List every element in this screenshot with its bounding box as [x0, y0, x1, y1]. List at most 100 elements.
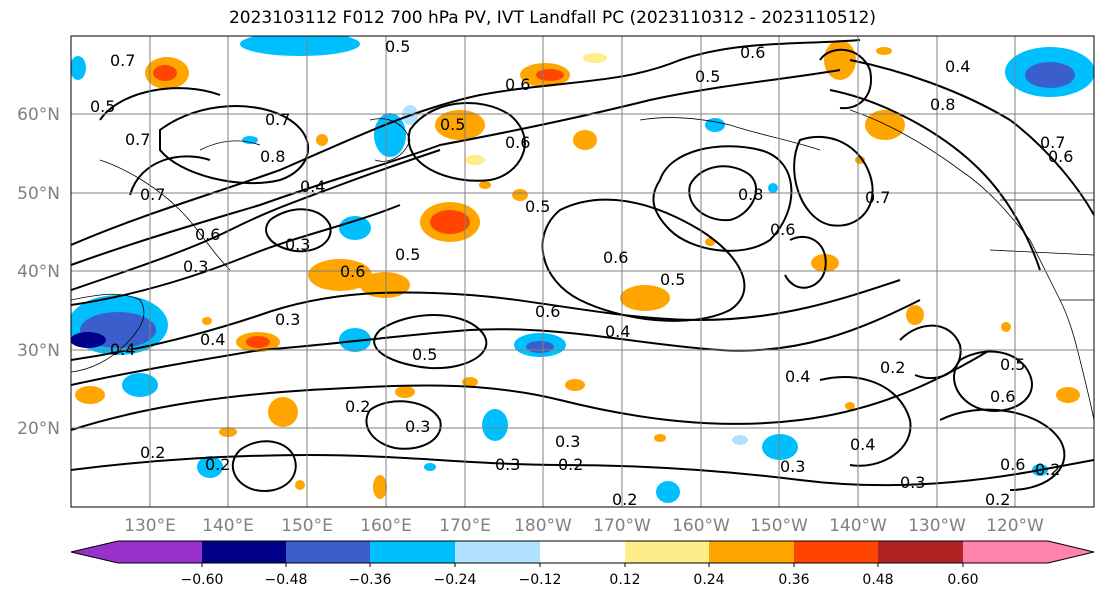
pv-negative-patch	[71, 56, 86, 80]
contour-label: 0.4	[605, 322, 630, 341]
pv-positive-patch	[395, 386, 415, 398]
pv-negative-patch	[732, 435, 748, 445]
coastline	[199, 140, 261, 151]
pv-positive-patch	[316, 134, 328, 146]
pv-negative-patch	[762, 434, 798, 460]
colorbar-tick-label: −0.48	[265, 572, 308, 588]
contour-label: 0.4	[300, 177, 325, 196]
pv-positive-patch	[654, 434, 666, 442]
contour-label: 0.7	[140, 185, 165, 204]
pv-positive-patch	[512, 189, 528, 201]
pv-positive-patch	[705, 238, 715, 246]
pv-negative-patch	[526, 341, 554, 353]
contour-label: 0.6	[505, 133, 530, 152]
pv-positive-patch	[906, 305, 924, 325]
lat-labels: 60°N 50°N 40°N 30°N 20°N	[17, 105, 60, 439]
map-title: 2023103112 F012 700 hPa PV, IVT Landfall…	[228, 8, 876, 28]
pv-negative-patch	[768, 183, 778, 193]
contour-label: 0.5	[695, 67, 720, 86]
lat-label: 20°N	[17, 419, 60, 439]
colorbar: −0.60 −0.48 −0.36 −0.24 −0.12 0.12 0.24 …	[70, 540, 1095, 588]
contour-line	[652, 145, 793, 252]
pv-positive-patch	[876, 47, 892, 55]
contour-label: 0.7	[125, 130, 150, 149]
contour-labels: 0.7 0.5 0.7 0.6 0.5 0.4 0.6 0.5 0.7 0.7 …	[90, 37, 1073, 507]
pv-positive-patch	[479, 181, 491, 189]
contour-label: 0.5	[440, 115, 465, 134]
pv-positive-patch	[202, 317, 212, 325]
contour-label: 0.5	[525, 197, 550, 216]
colorbar-outline	[70, 540, 1095, 564]
contour-line	[829, 89, 1041, 271]
contour-line	[784, 235, 827, 289]
contour-label: 0.6	[535, 302, 560, 321]
colorbar-segment	[878, 541, 963, 563]
colorbar-tick-label: −0.60	[181, 572, 224, 588]
contour-label: 0.6	[505, 75, 530, 94]
contour-label: 0.3	[555, 432, 580, 451]
contour-label: 0.6	[1048, 147, 1073, 166]
contour-label: 0.3	[405, 417, 430, 436]
contour-label: 0.6	[770, 220, 795, 239]
colorbar-tick-label: −0.12	[519, 572, 562, 588]
pv-negative-patch	[197, 456, 223, 478]
lon-label: 180°W	[514, 516, 572, 536]
colorbar-segment	[794, 541, 879, 563]
contour-label: 0.7	[865, 188, 890, 207]
contour-line	[819, 48, 872, 110]
contour-label: 0.8	[738, 185, 763, 204]
colorbar-segment	[202, 541, 287, 563]
map-frame	[70, 35, 1095, 508]
contour-line	[71, 69, 841, 266]
pv-positive-patch	[620, 285, 670, 311]
lon-label: 170°E	[439, 516, 491, 536]
contour-label: 0.4	[945, 57, 970, 76]
contour-line	[71, 349, 991, 431]
colorbar-segment	[455, 541, 541, 563]
contour-line	[407, 102, 526, 182]
lon-label: 130°E	[124, 516, 176, 536]
pv-positive-patch	[246, 336, 270, 348]
colorbar-segment	[370, 541, 456, 563]
pv-positive-patch	[583, 53, 607, 63]
pv-positive-patch	[565, 379, 585, 391]
contour-line	[939, 408, 1066, 491]
contour-label: 0.5	[412, 345, 437, 364]
contour-label: 0.2	[140, 443, 165, 462]
contour-line	[71, 279, 901, 361]
contour-label: 0.7	[1040, 133, 1065, 152]
contour-label: 0.4	[785, 367, 810, 386]
lon-label: 140°E	[202, 516, 254, 536]
pv-negative-patch	[242, 136, 258, 144]
pv-positive-patch	[75, 386, 105, 404]
pv-negative-patch	[424, 463, 436, 471]
contour-label: 0.2	[1035, 460, 1060, 479]
coastline	[849, 109, 1094, 421]
contour-line	[365, 400, 442, 450]
contour-label: 0.8	[260, 147, 285, 166]
pv-positive-patch	[845, 402, 855, 410]
lat-label: 40°N	[17, 262, 60, 282]
contour-label: 0.7	[265, 110, 290, 129]
contour-line	[71, 299, 921, 386]
graticule	[71, 36, 1094, 507]
contour-line	[849, 59, 1094, 216]
contour-label: 0.3	[183, 257, 208, 276]
colorbar-segment	[540, 541, 626, 563]
lat-label: 60°N	[17, 105, 60, 125]
contour-label: 0.6	[1000, 455, 1025, 474]
contour-label: 0.3	[495, 455, 520, 474]
contour-label: 0.5	[395, 245, 420, 264]
pv-positive-patch	[153, 65, 177, 81]
contour-line	[688, 165, 757, 222]
contour-label: 0.3	[780, 457, 805, 476]
lon-label: 160°W	[672, 516, 730, 536]
lon-label: 160°E	[360, 516, 412, 536]
pv-positive-patch	[462, 377, 478, 387]
contour-label: 0.6	[990, 387, 1015, 406]
contour-label: 0.5	[90, 97, 115, 116]
colorbar-segment	[625, 541, 710, 563]
colorbar-tick-label: 0.24	[693, 572, 724, 588]
contour-label: 0.6	[740, 43, 765, 62]
